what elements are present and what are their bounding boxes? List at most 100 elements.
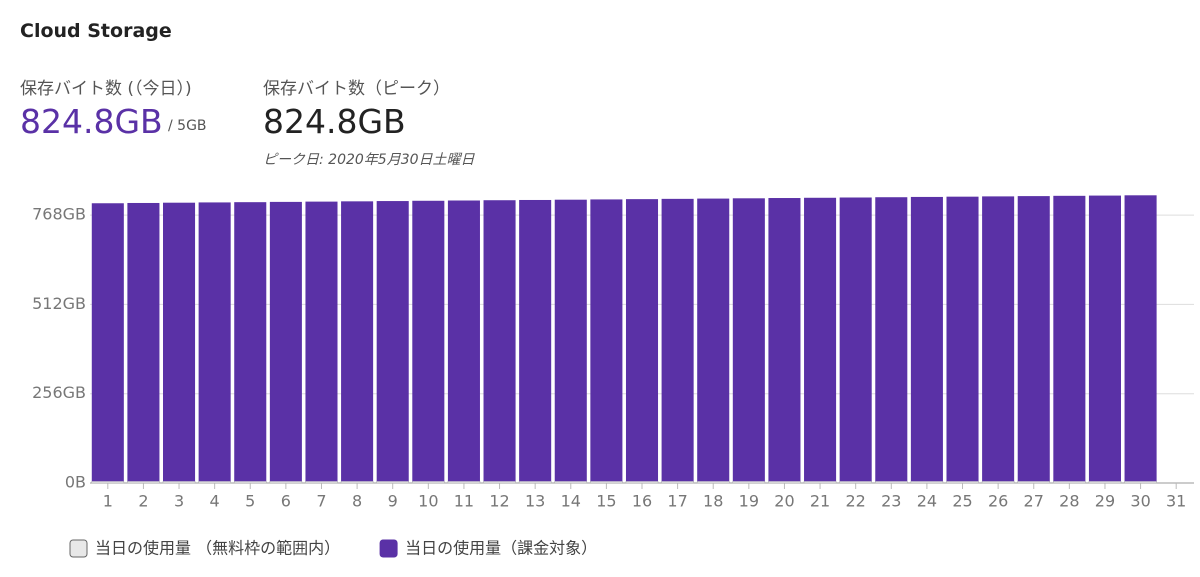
legend-label: 当日の使用量（課金対象） [405,539,597,558]
bar [447,481,481,484]
bar [910,196,943,482]
bar [91,203,124,482]
stat-note: ピーク日: 2020年5月30日土曜日 [263,152,475,168]
x-tick-label: 8 [352,492,362,511]
x-tick-label: 31 [1166,492,1186,511]
legend-swatch [379,539,398,558]
bar [91,481,125,484]
bar [625,481,659,484]
bar [163,202,196,482]
bar [198,202,231,482]
bar [447,200,480,482]
bar [127,202,160,482]
bar [412,481,445,484]
stat-value: 824.8GB [20,102,163,141]
bar [768,198,801,482]
x-tick-label: 4 [210,492,220,511]
bar [732,198,765,482]
x-tick-label: 25 [952,492,972,511]
bar [804,197,837,482]
legend-label: 当日の使用量 （無料枠の範囲内） [95,539,340,558]
x-tick-label: 11 [454,492,474,511]
bar [696,481,730,484]
bar [269,201,302,482]
x-tick-label: 9 [388,492,398,511]
bar [1124,481,1157,484]
bar [376,201,409,482]
x-tick-label: 12 [489,492,509,511]
x-tick-label: 15 [596,492,616,511]
stat-quota: / 5GB [168,118,207,134]
bar [305,201,338,482]
bar [875,197,908,482]
x-tick-label: 3 [174,492,184,511]
y-tick-label: 0B [65,473,86,492]
bar [1053,481,1086,484]
bar [982,196,1015,482]
bar [340,481,374,484]
x-tick-label: 29 [1095,492,1115,511]
x-tick-label: 13 [525,492,545,511]
bar [269,481,303,484]
bar [590,481,623,484]
bar [519,199,552,482]
bar [625,199,659,482]
bar [376,481,409,484]
x-tick-label: 23 [881,492,901,511]
x-tick-label: 2 [138,492,148,511]
bar [412,200,445,482]
bar [1017,196,1050,482]
bar [483,200,516,482]
bar [518,481,552,484]
y-tick-label: 256GB [32,383,86,402]
x-tick-label: 19 [739,492,759,511]
bar [981,481,1015,484]
panel-title: Cloud Storage [20,20,172,42]
bar [162,481,196,484]
y-tick-label: 512GB [32,294,86,313]
bar [839,481,872,484]
y-tick-label: 768GB [32,205,86,224]
bar [233,481,267,484]
bar [697,198,730,482]
x-tick-label: 5 [245,492,255,511]
stat-value: 824.8GB [263,102,406,141]
bar [1017,481,1051,484]
bar [1053,195,1086,482]
bar [910,481,944,484]
x-tick-label: 7 [316,492,326,511]
x-tick-label: 27 [1024,492,1044,511]
bar [946,196,979,482]
x-tick-label: 20 [774,492,794,511]
x-tick-label: 24 [917,492,937,511]
bar [590,199,623,482]
x-tick-label: 10 [418,492,438,511]
x-tick-label: 6 [281,492,291,511]
bar [554,481,588,484]
x-tick-label: 21 [810,492,830,511]
bar [875,481,908,484]
bar [839,197,872,482]
bar [1088,481,1122,484]
bar [198,481,231,484]
x-tick-label: 18 [703,492,723,511]
stat-label: 保存バイト数（ピーク） [263,79,450,99]
x-tick-label: 16 [632,492,652,511]
bar [1124,195,1157,482]
bar [127,481,160,484]
x-tick-label: 26 [988,492,1008,511]
x-tick-label: 22 [845,492,865,511]
bar [661,198,694,482]
stat-label: 保存バイト数 (（今日）) [20,79,192,99]
x-tick-label: 1 [103,492,113,511]
bar [234,202,267,482]
bar [554,199,587,482]
bar [732,481,766,484]
x-tick-label: 30 [1130,492,1150,511]
bar [341,201,374,482]
bar [1088,195,1121,482]
bar [305,481,338,484]
bar [768,481,801,484]
bar [803,481,837,484]
